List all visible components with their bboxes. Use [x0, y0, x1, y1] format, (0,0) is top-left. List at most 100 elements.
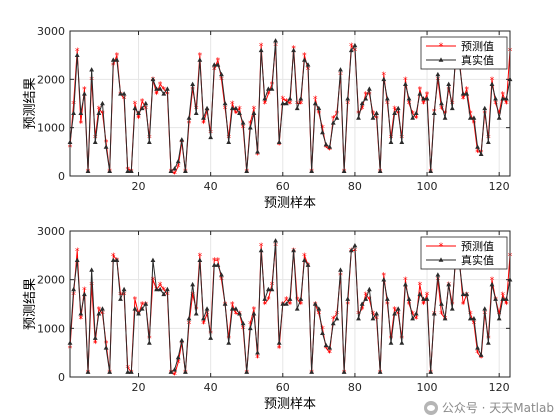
data-point-predicted: *	[349, 42, 354, 52]
data-point-actual	[237, 311, 242, 316]
data-point-actual	[496, 115, 502, 120]
data-point-predicted: *	[82, 86, 87, 96]
data-point-actual	[381, 76, 387, 82]
data-point-predicted: *	[151, 276, 156, 286]
data-point-actual	[229, 306, 235, 311]
data-point-actual	[312, 301, 318, 306]
data-point-actual	[211, 262, 217, 267]
data-point-actual	[446, 281, 452, 287]
y-tick-label: 1000	[37, 122, 65, 135]
data-point-actual	[370, 115, 376, 120]
data-point-actual	[363, 296, 369, 301]
data-point-actual	[500, 296, 506, 301]
data-point-predicted: *	[172, 371, 177, 381]
data-point-predicted: *	[111, 252, 116, 262]
x-axis-label: 预测样本	[264, 196, 316, 211]
data-point-predicted: *	[133, 100, 138, 110]
data-point-predicted: *	[190, 86, 195, 96]
data-point-actual	[442, 316, 448, 321]
data-point-actual	[464, 291, 470, 297]
data-point-actual	[183, 168, 188, 173]
data-point-actual	[439, 100, 444, 106]
data-point-predicted: *	[468, 110, 473, 120]
data-point-predicted: *	[176, 163, 181, 173]
data-point-actual	[247, 325, 253, 331]
data-point-actual	[330, 320, 336, 326]
data-point-predicted: *	[504, 301, 509, 311]
data-point-actual	[352, 243, 358, 248]
data-point-predicted: *	[118, 291, 123, 301]
data-point-actual	[421, 96, 426, 101]
data-point-actual	[222, 301, 228, 306]
data-point-predicted: *	[472, 119, 477, 129]
data-point-actual	[179, 337, 185, 343]
data-point-predicted: *	[162, 86, 167, 96]
data-point-actual	[467, 316, 473, 321]
data-point-predicted: *	[216, 57, 221, 67]
data-point-predicted: *	[263, 301, 268, 311]
data-point-actual	[283, 301, 289, 306]
data-point-predicted: *	[230, 100, 235, 110]
x-tick-label: 100	[417, 381, 438, 394]
data-point-actual	[366, 86, 372, 91]
data-point-actual	[128, 369, 134, 374]
data-point-predicted: *	[367, 90, 372, 100]
data-point-actual	[287, 96, 293, 101]
data-point-predicted: *	[212, 66, 217, 76]
data-point-actual	[305, 262, 311, 267]
data-point-actual	[193, 311, 199, 316]
data-point-predicted: *	[255, 151, 260, 161]
data-point-actual	[374, 311, 379, 316]
data-point-actual	[74, 52, 80, 57]
data-point-predicted: *	[418, 281, 423, 291]
data-point-actual	[114, 57, 120, 62]
data-point-actual	[363, 96, 369, 101]
data-point-predicted: *	[277, 344, 282, 354]
data-point-predicted: *	[425, 291, 430, 301]
data-point-actual	[237, 110, 242, 115]
legend-box	[420, 36, 508, 70]
data-point-actual	[384, 96, 390, 101]
data-point-predicted: *	[104, 139, 109, 149]
data-point-actual	[146, 340, 152, 345]
data-point-predicted: *	[104, 339, 109, 349]
data-point-predicted: *	[407, 100, 412, 110]
data-point-actual	[157, 86, 163, 91]
data-point-actual	[229, 105, 235, 111]
data-point-predicted: *	[255, 354, 260, 364]
data-point-actual	[323, 342, 329, 348]
x-tick-label: 80	[348, 180, 362, 193]
data-point-predicted: *	[371, 110, 376, 120]
data-point-actual	[233, 306, 239, 311]
y-tick-label: 0	[58, 170, 65, 183]
data-point-predicted: *	[345, 100, 350, 110]
data-point-actual	[388, 340, 394, 345]
data-point-actual	[244, 168, 250, 173]
data-point-actual	[478, 151, 484, 157]
data-point-predicted: *	[216, 257, 221, 267]
data-point-actual	[222, 100, 228, 106]
data-point-actual	[273, 238, 278, 243]
data-point-predicted: *	[259, 242, 264, 252]
data-point-actual	[475, 345, 480, 350]
data-point-predicted: *	[410, 110, 415, 120]
data-point-actual	[327, 144, 333, 149]
data-point-predicted: *	[263, 100, 268, 110]
data-point-actual	[496, 316, 502, 321]
data-point-actual	[305, 62, 311, 67]
data-point-predicted: *	[472, 320, 477, 330]
data-point-actual	[273, 38, 278, 43]
data-point-actual	[121, 91, 127, 96]
data-point-predicted: *	[190, 291, 195, 301]
data-point-actual	[262, 96, 268, 101]
data-point-actual	[103, 345, 109, 350]
data-point-actual	[460, 291, 466, 297]
data-point-actual	[226, 340, 232, 345]
data-point-actual	[280, 100, 286, 106]
data-point-actual	[370, 316, 376, 321]
data-point-actual	[179, 137, 185, 142]
data-point-actual	[215, 262, 221, 267]
data-point-predicted: *	[414, 315, 419, 325]
data-point-predicted: *	[331, 115, 336, 125]
data-point-actual	[395, 306, 401, 311]
